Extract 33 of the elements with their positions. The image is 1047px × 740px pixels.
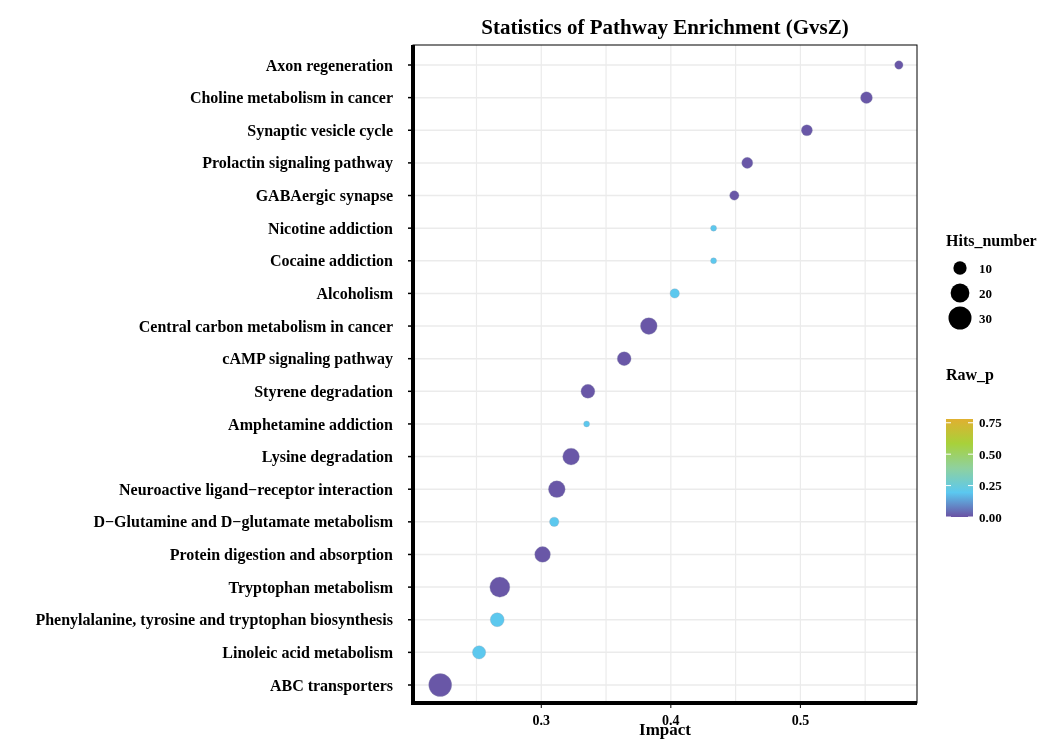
legend-title: Hits_number [946,232,1037,249]
y-tick-label: cAMP signaling pathway [222,350,393,369]
y-tick-label: Cocaine addiction [269,252,394,270]
y-tick-label: Linoleic acid metabolism [222,643,394,661]
y-tick-label: Lysine degradation [261,448,394,467]
y-tick-label: Phenylalanine, tyrosine and tryptophan biosynthesis [35,611,393,630]
y-tick-label: Styrene degradation [254,382,394,401]
y-tick-label: Neuroactive ligand−receptor interaction [119,480,394,499]
legend-label: 20 [979,285,992,301]
y-tick-label: D−Glutamine and D−glutamate metabolism [93,513,394,532]
y-tick-label: Amphetamine addiction [228,415,394,434]
y-tick-label: Tryptophan metabolism [228,578,394,597]
legend-label: 30 [979,310,992,326]
y-tick-label: Choline metabolism in cancer [189,89,393,107]
y-tick-label: Synaptic vesicle cycle [247,121,393,140]
y-tick-label: Alcoholism [316,285,394,303]
y-tick-label: Central carbon metabolism in cancer [138,317,393,335]
legend-label: 10 [979,260,992,276]
y-tick-label: Nicotine addiction [268,219,394,237]
x-tick-label: 0.5 [791,713,810,728]
color-bar-label: 0.50 [979,446,1002,462]
y-tick-label: Prolactin signaling pathway [202,154,393,173]
color-bar-title: Raw_p [946,366,995,384]
color-bar-label: 0.75 [979,415,1003,431]
color-bar-label: 0.00 [979,509,1002,525]
chart-title: Statistics of Pathway Enrichment (GvsZ) [481,15,849,39]
x-tick-label: 0.3 [532,713,551,728]
x-tick-label: 0.4 [662,713,680,728]
y-tick-label: Protein digestion and absorption [169,546,394,565]
y-tick-label: ABC transporters [269,676,393,695]
y-tick-label: GABAergic synapse [255,187,393,206]
color-bar-label: 0.25 [979,478,1003,494]
y-tick-label: Axon regeneration [265,56,394,75]
